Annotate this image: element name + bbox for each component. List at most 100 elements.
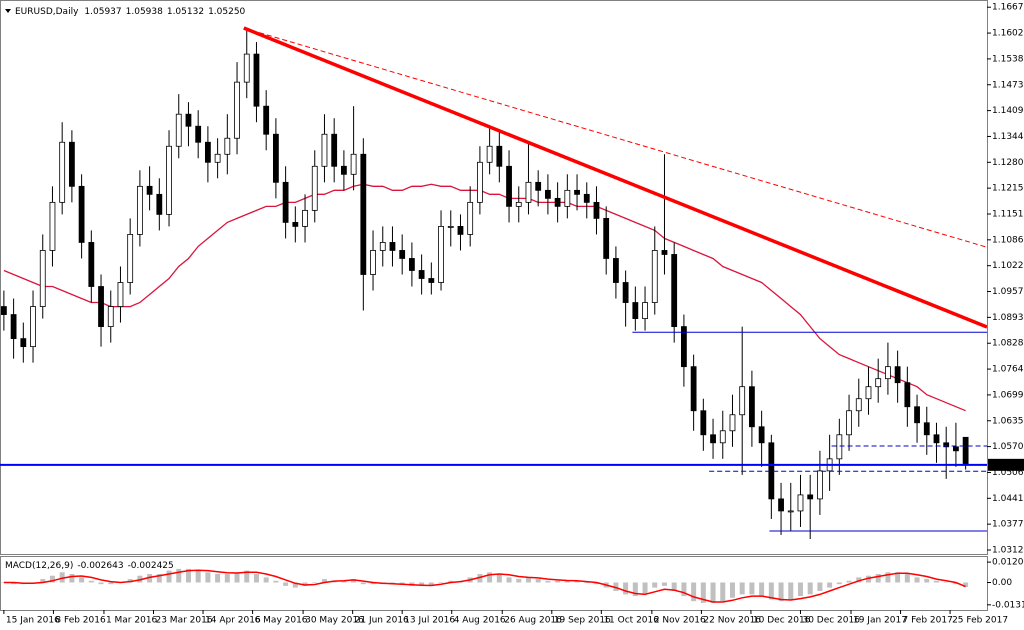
macd-bar: [40, 579, 46, 583]
y-tick-label: 1.13445: [992, 132, 1024, 142]
macd-bar: [700, 582, 706, 603]
macd-bar: [924, 579, 930, 583]
candle-body: [408, 258, 415, 271]
candle-body: [234, 81, 240, 139]
macd-bar: [156, 574, 162, 583]
macd-y-tick-label: 0.012013: [992, 558, 1024, 568]
candle-body: [370, 250, 376, 275]
y-tick-label: 1.06350: [992, 416, 1024, 426]
macd-bar: [865, 575, 871, 583]
macd-y-tick-label: 0.00: [992, 578, 1012, 588]
candle-body: [389, 242, 396, 251]
macd-bar: [477, 574, 483, 583]
macd-bar: [729, 582, 735, 598]
candle-body: [719, 430, 726, 444]
y-tick-label: 1.14735: [992, 80, 1024, 90]
x-tick-label: 14 Apr 2016: [205, 616, 261, 626]
candle-body: [506, 165, 512, 207]
candle-body: [263, 105, 270, 135]
candle-body: [739, 386, 746, 416]
macd-bar: [691, 582, 697, 602]
candle-body: [914, 406, 920, 424]
macd-bar: [399, 582, 405, 585]
macd-bar: [584, 582, 590, 583]
candle-body: [651, 250, 658, 303]
macd-bar: [817, 582, 823, 591]
macd-bar: [933, 580, 939, 583]
candle-body: [700, 410, 707, 436]
x-tick-label: 2 Nov 2016: [654, 616, 706, 626]
price-label: 1.05250: [991, 460, 1024, 470]
candle-body: [962, 436, 969, 466]
candle-body: [836, 434, 843, 460]
y-tick-label: 1.14090: [992, 106, 1024, 116]
macd-bar: [788, 582, 794, 600]
candle-body: [564, 189, 571, 207]
candle-body: [545, 189, 551, 199]
macd-bar: [778, 582, 784, 602]
macd-bar: [1, 582, 7, 583]
candle-body: [59, 141, 66, 203]
macd-bar: [273, 580, 279, 583]
macd-panel-frame: [0, 556, 988, 611]
x-tick-label: 19 Jan 2017: [853, 616, 907, 626]
candle-body: [613, 258, 619, 283]
candle-body: [243, 53, 250, 83]
macd-bar: [370, 582, 376, 585]
macd-layer: [1, 568, 969, 603]
macd-bar: [341, 580, 347, 583]
candle-body: [49, 201, 56, 251]
y-tick-label: 1.04415: [992, 494, 1024, 504]
candle-body: [68, 141, 75, 187]
candle-body: [710, 434, 716, 444]
macd-bar: [564, 580, 570, 583]
open-label: 1.05937: [84, 7, 121, 17]
macd-bar: [292, 582, 298, 588]
macd-bar: [856, 577, 862, 583]
candle-body: [331, 133, 338, 167]
macd-bar: [613, 582, 619, 591]
candle-body: [943, 442, 950, 448]
menu-icon: [5, 9, 11, 13]
candle-body: [923, 422, 930, 436]
macd-bar: [574, 580, 580, 583]
candle-body: [496, 145, 503, 167]
high-label: 1.05938: [126, 7, 163, 17]
candle-body: [642, 302, 648, 319]
macd-bar: [147, 574, 153, 583]
candle-body: [0, 306, 7, 315]
macd-bar: [963, 582, 969, 587]
candle-body: [292, 221, 299, 227]
x-tick-label: 21 Jun 2016: [355, 616, 409, 626]
candle-body: [360, 153, 367, 275]
candle-body: [817, 470, 823, 500]
macd-value: -0.002643: [77, 561, 123, 571]
macd-bar: [671, 582, 677, 591]
candle-body: [340, 165, 347, 175]
macd-bar: [593, 582, 599, 585]
macd-bar: [224, 574, 230, 583]
macd-bar: [88, 580, 94, 583]
macd-bar: [749, 582, 755, 595]
candle-body: [321, 133, 328, 167]
y-tick-label: 1.11510: [992, 209, 1024, 219]
macd-bar: [535, 579, 541, 583]
x-tick-label: 8 Feb 2016: [55, 616, 106, 626]
x-tick-label: 7 Feb 2017: [903, 616, 953, 626]
macd-bar: [720, 582, 726, 602]
x-tick-label: 30 Dec 2016: [802, 616, 860, 626]
y-tick-label: 1.16670: [992, 3, 1024, 13]
candle-body: [88, 242, 95, 287]
macd-bar: [205, 572, 211, 583]
y-tick-label: 1.12800: [992, 158, 1024, 168]
y-tick-label: 1.03770: [992, 520, 1024, 530]
y-tick-label: 1.10865: [992, 235, 1024, 245]
macd-bar: [710, 582, 716, 603]
y-tick-label: 1.16025: [992, 29, 1024, 39]
macd-bar: [166, 570, 172, 583]
x-tick-label: 4 Aug 2016: [454, 616, 506, 626]
macd-bar: [836, 582, 842, 585]
macd-bar: [360, 582, 366, 585]
candle-body: [438, 226, 444, 283]
